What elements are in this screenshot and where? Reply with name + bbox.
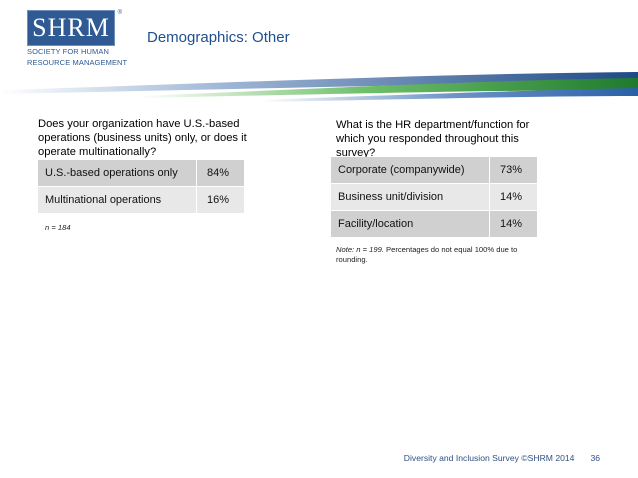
left-response-table: U.S.-based operations only 84% Multinati… <box>38 160 244 213</box>
table-row: Multinational operations 16% <box>38 186 244 213</box>
row-value: 16% <box>196 186 244 213</box>
left-sample-note: n = 184 <box>45 223 71 232</box>
footer: Diversity and Inclusion Survey ©SHRM 201… <box>404 453 600 463</box>
row-label: U.S.-based operations only <box>45 167 178 179</box>
right-note-sample: Note: n = 199. <box>336 245 384 254</box>
right-question: What is the HR department/function for w… <box>336 119 530 159</box>
decorative-banner <box>0 72 638 102</box>
banner-blue-wave <box>0 72 638 94</box>
table-row: Business unit/division 14% <box>331 183 537 211</box>
banner-green-wave <box>140 78 638 98</box>
row-label: Facility/location <box>331 210 490 237</box>
row-label: Multinational operations <box>38 186 197 213</box>
footer-text: Diversity and Inclusion Survey ©SHRM 201… <box>403 453 575 463</box>
right-note: Note: n = 199. Percentages do not equal … <box>336 245 536 265</box>
logo-subtitle-line-2: RESOURCE MANAGEMENT <box>27 57 128 67</box>
table-row: U.S.-based operations only 84% <box>38 160 244 187</box>
row-label: Business unit/division <box>331 183 490 211</box>
logo-subtitle-line-1: SOCIETY FOR HUMAN <box>27 47 109 56</box>
row-value: 14% <box>489 183 537 211</box>
banner-blue-lower-wave <box>260 88 638 102</box>
logo-box: SHRM ® <box>27 10 122 46</box>
right-response-table: Corporate (companywide) 73% Business uni… <box>331 157 537 237</box>
left-question: Does your organization have U.S.-based o… <box>38 118 247 158</box>
page-title: Demographics: Other <box>147 29 290 46</box>
table-row: Corporate (companywide) 73% <box>331 157 537 184</box>
row-value: 84% <box>196 160 244 187</box>
logo-registered-mark: ® <box>117 10 122 16</box>
table-row: Facility/location 14% <box>331 210 537 237</box>
row-value: 73% <box>489 157 537 184</box>
page-number: 36 <box>590 453 600 463</box>
row-label: Corporate (companywide) <box>338 164 465 176</box>
row-value: 14% <box>489 210 537 237</box>
logo-letters: SHRM <box>32 13 110 42</box>
shrm-logo: SHRM ® SOCIETY FOR HUMAN RESOURCE MANAGE… <box>27 10 128 67</box>
right-note-rounding: Percentages do not equal 100% due to rou… <box>336 245 518 264</box>
